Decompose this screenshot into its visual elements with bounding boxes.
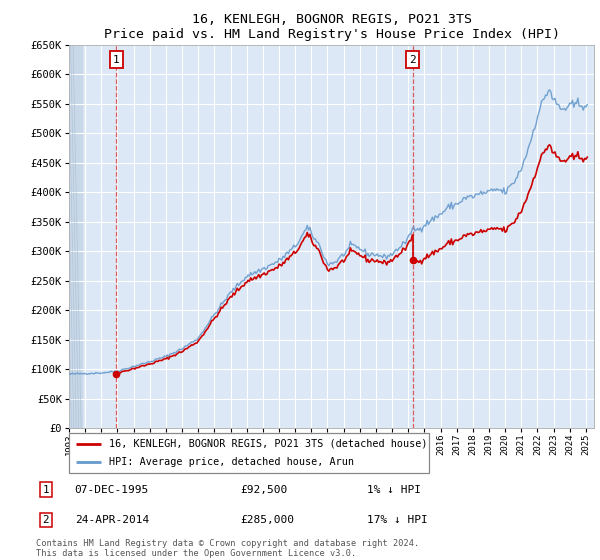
Title: 16, KENLEGH, BOGNOR REGIS, PO21 3TS
Price paid vs. HM Land Registry's House Pric: 16, KENLEGH, BOGNOR REGIS, PO21 3TS Pric… bbox=[104, 13, 560, 41]
Text: 16, KENLEGH, BOGNOR REGIS, PO21 3TS (detached house): 16, KENLEGH, BOGNOR REGIS, PO21 3TS (det… bbox=[109, 439, 427, 449]
FancyBboxPatch shape bbox=[69, 433, 429, 473]
Text: 24-APR-2014: 24-APR-2014 bbox=[74, 515, 149, 525]
Text: HPI: Average price, detached house, Arun: HPI: Average price, detached house, Arun bbox=[109, 458, 353, 467]
Text: £285,000: £285,000 bbox=[240, 515, 294, 525]
Text: 1: 1 bbox=[113, 54, 119, 64]
Text: 2: 2 bbox=[410, 54, 416, 64]
Text: Contains HM Land Registry data © Crown copyright and database right 2024.
This d: Contains HM Land Registry data © Crown c… bbox=[36, 539, 419, 558]
Text: 1: 1 bbox=[43, 485, 49, 495]
Text: £92,500: £92,500 bbox=[240, 485, 287, 495]
Text: 17% ↓ HPI: 17% ↓ HPI bbox=[367, 515, 428, 525]
Text: 1% ↓ HPI: 1% ↓ HPI bbox=[367, 485, 421, 495]
Text: 07-DEC-1995: 07-DEC-1995 bbox=[74, 485, 149, 495]
Text: 2: 2 bbox=[43, 515, 49, 525]
